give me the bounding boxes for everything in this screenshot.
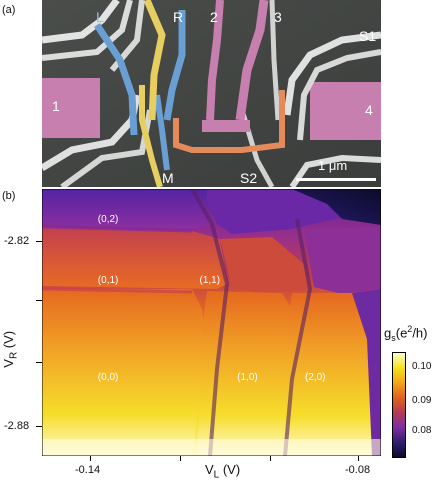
panel-a-label: (a) xyxy=(2,4,16,16)
y-tick-mark xyxy=(36,241,42,242)
gate-label-M: M xyxy=(162,170,174,186)
gate-label-S2: S2 xyxy=(240,170,258,186)
ohmic-contact-1 xyxy=(42,78,100,138)
gate-S2 xyxy=(173,90,285,153)
gate-label-2: 2 xyxy=(210,9,218,25)
gate-label-L: L xyxy=(96,9,104,25)
x-axis-title: VL (V) xyxy=(205,462,241,481)
x-tick-label: -0.14 xyxy=(75,464,101,476)
region-label: (1,0) xyxy=(237,372,258,384)
x-tick-mark xyxy=(90,456,91,461)
region-label: (2,0) xyxy=(304,372,326,384)
gate-label-3: 3 xyxy=(274,9,282,25)
contact-label-1: 1 xyxy=(52,98,60,114)
region-label: (0,0) xyxy=(97,372,119,384)
gate-L xyxy=(94,23,138,136)
gate-label-S1: S1 xyxy=(359,28,377,44)
stability-diagram xyxy=(42,189,381,456)
colorbar xyxy=(392,352,406,458)
gate-R xyxy=(163,10,186,121)
x-tick-mark xyxy=(358,456,359,461)
gate-M xyxy=(154,94,170,171)
region-label: (0,1) xyxy=(97,274,119,286)
y-tick-mark xyxy=(36,300,42,301)
x-tick-mark xyxy=(180,456,181,461)
panel-b-label: (b) xyxy=(2,190,16,202)
colorbar-tick-label: 0.09 xyxy=(412,395,432,406)
region-label: (1,1) xyxy=(199,274,221,286)
x-tick-mark xyxy=(270,456,271,461)
colorbar-tick-label: 0.08 xyxy=(412,425,432,436)
y-tick-label: -2.88 xyxy=(4,420,30,432)
x-tick-label: -0.08 xyxy=(345,464,371,476)
colorbar-tick-label: 0.10 xyxy=(412,361,432,372)
y-tick-mark xyxy=(36,362,42,363)
gate-label-R: R xyxy=(173,9,184,25)
scalebar xyxy=(296,178,376,181)
y-tick-label: -2.82 xyxy=(4,235,30,247)
colorbar-title: gs(e2/h) xyxy=(384,324,428,343)
contact-label-4: 4 xyxy=(365,102,373,118)
ohmic-contact-4 xyxy=(310,82,381,140)
y-axis-title: VR (V) xyxy=(1,330,20,368)
region-label: (0,2) xyxy=(97,213,119,225)
y-tick-mark xyxy=(36,426,42,427)
sem-image xyxy=(42,0,381,187)
scalebar-label: 1 μm xyxy=(318,158,348,173)
